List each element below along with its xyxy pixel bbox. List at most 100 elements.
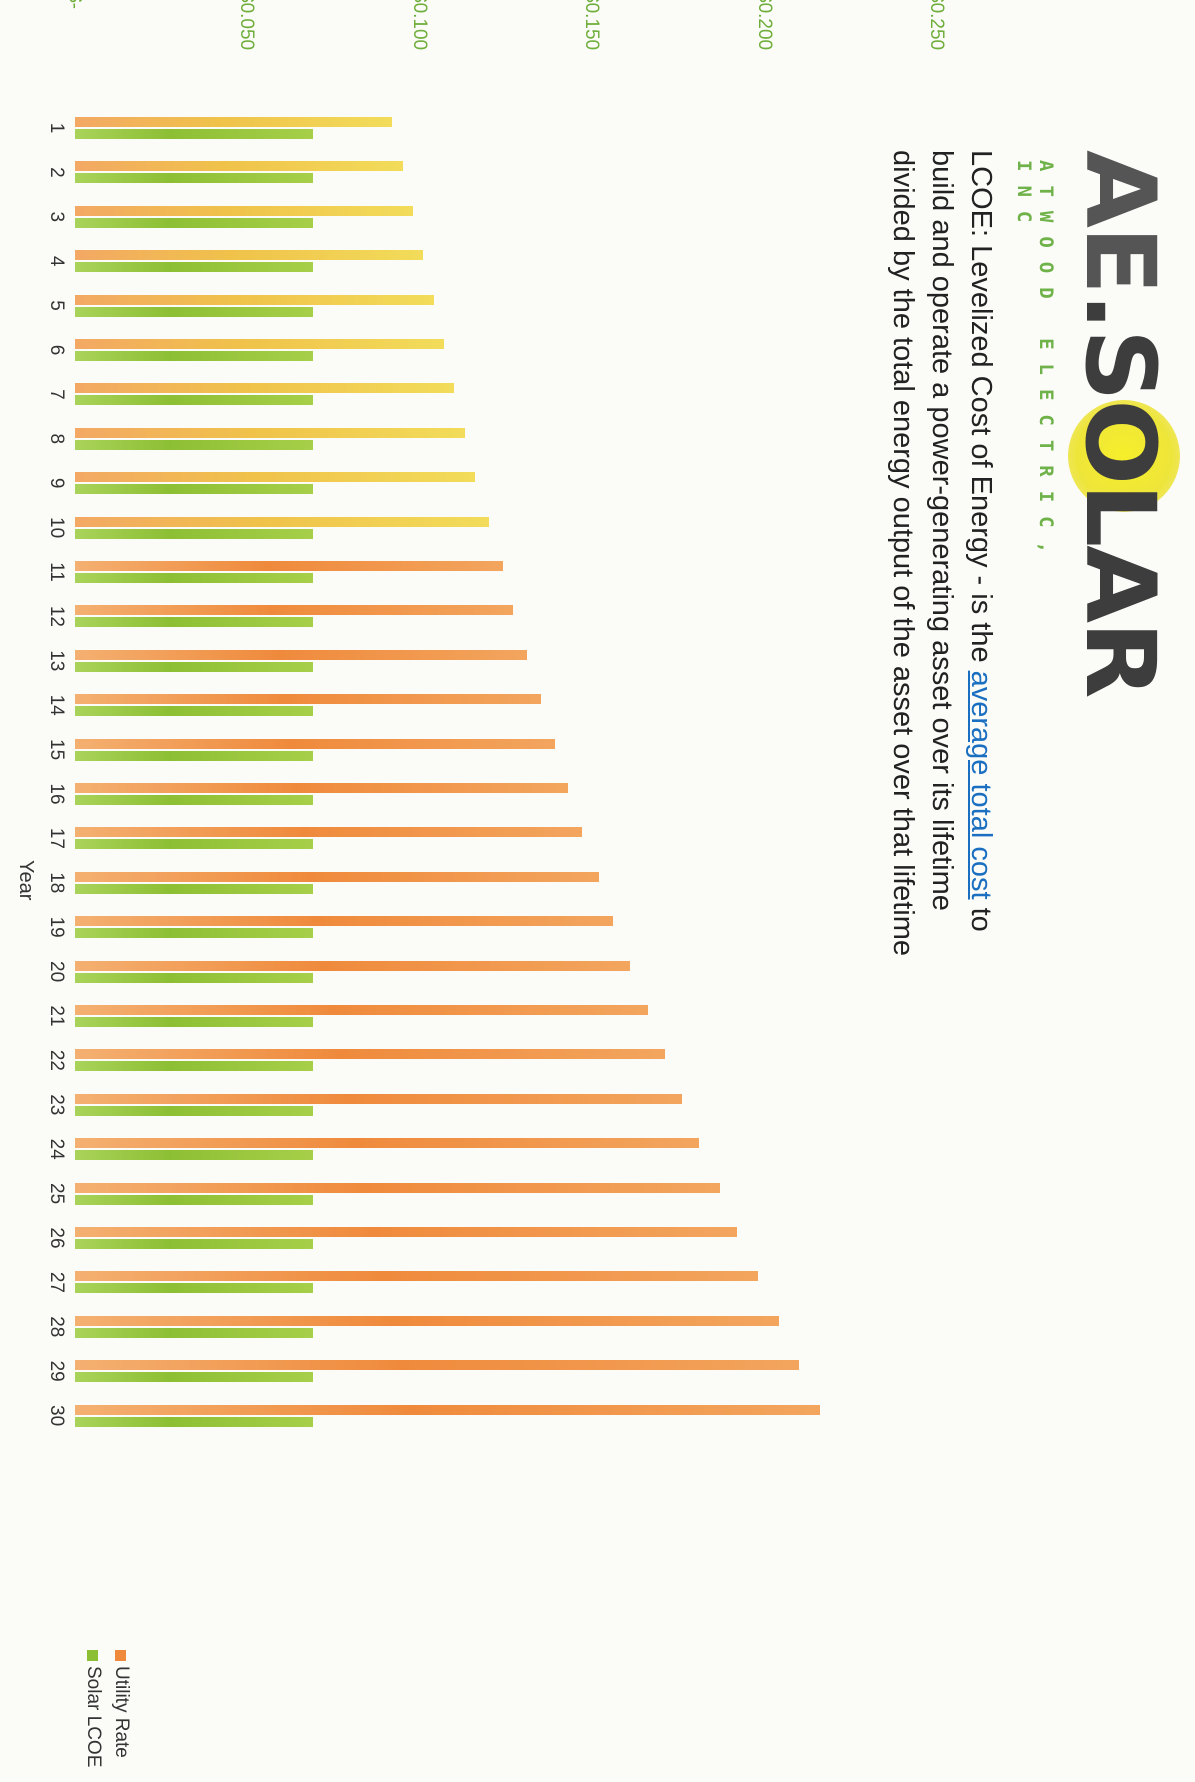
solar-lcoe-bar xyxy=(75,928,314,939)
utility-rate-bar xyxy=(75,871,600,882)
lcoe-description: LCOE: Levelized Cost of Energy - is the … xyxy=(883,150,1000,970)
company-logo: AE.SOLAR ATWOOD ELECTRIC, INC xyxy=(1013,150,1180,697)
solar-lcoe-bar xyxy=(75,706,314,717)
y-tick-label: $- xyxy=(64,0,85,9)
x-tick-label: 1 xyxy=(46,122,67,134)
legend-label-utility: Utility Rate xyxy=(111,1666,132,1758)
x-tick-label: 10 xyxy=(46,517,67,539)
solar-lcoe-bar xyxy=(75,351,314,361)
x-tick-label: 17 xyxy=(46,827,67,849)
logo-suffix: .SOLAR xyxy=(1064,292,1176,697)
utility-rate-bar xyxy=(75,427,465,438)
utility-rate-bar xyxy=(75,250,424,261)
x-tick-label: 24 xyxy=(46,1138,67,1160)
legend-label-solar: Solar LCOE xyxy=(83,1666,104,1768)
solar-lcoe-bar xyxy=(75,795,314,805)
x-tick-label: 11 xyxy=(46,562,67,582)
x-tick-label: 23 xyxy=(46,1094,67,1116)
x-tick-label: 15 xyxy=(46,739,67,761)
x-tick-label: 14 xyxy=(46,694,67,716)
utility-rate-bar xyxy=(75,783,569,793)
utility-rate-bar xyxy=(75,738,555,749)
utility-rate-bar xyxy=(75,383,455,394)
x-tick-label: 13 xyxy=(46,650,67,672)
y-tick-label: $0.200 xyxy=(754,0,775,51)
average-total-cost-link[interactable]: average total cost xyxy=(965,670,997,900)
x-tick-label: 19 xyxy=(46,916,67,938)
utility-rate-bar xyxy=(75,605,514,616)
legend-swatch-utility xyxy=(115,1650,127,1661)
x-tick-label: 6 xyxy=(46,344,67,356)
solar-lcoe-bar xyxy=(75,173,314,184)
solar-lcoe-bar xyxy=(75,439,314,450)
x-tick-label: 30 xyxy=(46,1405,67,1427)
utility-rate-bar xyxy=(75,161,403,172)
solar-lcoe-bar xyxy=(75,528,314,539)
utility-rate-bar xyxy=(75,1182,721,1193)
solar-lcoe-bar xyxy=(75,750,314,761)
solar-lcoe-bar xyxy=(75,617,314,628)
solar-lcoe-bar xyxy=(75,883,314,894)
solar-lcoe-bar xyxy=(75,1239,314,1249)
utility-rate-bar xyxy=(75,1138,700,1149)
solar-lcoe-bar xyxy=(75,1372,314,1383)
legend-item-solar: Solar LCOE xyxy=(79,1650,107,1767)
utility-rate-bar xyxy=(75,1271,759,1282)
solar-lcoe-bar xyxy=(75,1416,314,1427)
solar-lcoe-bar xyxy=(75,217,314,228)
x-tick-label: 29 xyxy=(46,1360,67,1382)
y-tick-label: $0.250 xyxy=(926,0,948,51)
solar-lcoe-bar xyxy=(75,839,314,850)
utility-rate-bar xyxy=(75,916,614,927)
x-tick-label: 9 xyxy=(46,477,67,489)
x-tick-label: 21 xyxy=(46,1005,67,1027)
solar-lcoe-bar xyxy=(75,1105,314,1116)
x-tick-label: 27 xyxy=(46,1271,67,1293)
utility-rate-bar xyxy=(75,1404,821,1415)
y-tick-label: $0.150 xyxy=(581,0,603,51)
x-tick-label: 4 xyxy=(46,255,67,267)
solar-lcoe-bar xyxy=(75,129,314,139)
utility-rate-bar xyxy=(75,649,527,660)
utility-rate-bar xyxy=(75,472,476,483)
utility-rate-bar xyxy=(75,694,541,705)
x-tick-label: 16 xyxy=(46,783,67,805)
chart-legend: Utility Rate Solar LCOE xyxy=(79,1650,135,1767)
legend-swatch-solar xyxy=(87,1650,99,1661)
utility-rate-bar xyxy=(75,1315,779,1326)
x-tick-label: 2 xyxy=(46,167,67,178)
x-tick-label: 5 xyxy=(46,300,67,311)
solar-lcoe-bar xyxy=(75,573,314,583)
utility-rate-bar xyxy=(75,960,631,971)
utility-rate-bar xyxy=(75,339,445,349)
utility-rate-bar xyxy=(75,1227,738,1237)
legend-item-utility: Utility Rate xyxy=(107,1650,135,1767)
logo-subtitle: ATWOOD ELECTRIC, INC xyxy=(1013,160,1057,568)
utility-rate-bar xyxy=(75,117,393,127)
solar-lcoe-bar xyxy=(75,1017,314,1027)
solar-lcoe-bar xyxy=(75,1061,314,1072)
utility-rate-bar xyxy=(75,561,503,571)
utility-rate-bar xyxy=(75,1005,648,1015)
utility-rate-bar xyxy=(75,827,583,838)
solar-lcoe-bar xyxy=(75,1327,314,1338)
solar-lcoe-bar xyxy=(75,661,314,672)
solar-lcoe-bar xyxy=(75,1194,314,1205)
x-tick-label: 20 xyxy=(46,961,67,983)
description-prefix: LCOE: Levelized Cost of Energy - is the xyxy=(965,150,997,671)
utility-rate-bar xyxy=(75,1049,665,1060)
x-tick-label: 8 xyxy=(46,433,67,445)
utility-rate-bar xyxy=(75,205,414,216)
utility-rate-bar xyxy=(75,294,434,305)
x-axis-title: Year xyxy=(15,860,37,901)
y-tick-label: $0.100 xyxy=(409,0,430,51)
solar-lcoe-bar xyxy=(75,306,314,317)
logo-wordmark: AE.SOLAR xyxy=(1064,150,1176,697)
y-tick-label: $0.050 xyxy=(236,0,258,51)
x-tick-label: 7 xyxy=(46,389,67,400)
solar-lcoe-bar xyxy=(75,1283,314,1294)
solar-lcoe-bar xyxy=(75,484,314,495)
utility-rate-bar xyxy=(75,516,489,527)
